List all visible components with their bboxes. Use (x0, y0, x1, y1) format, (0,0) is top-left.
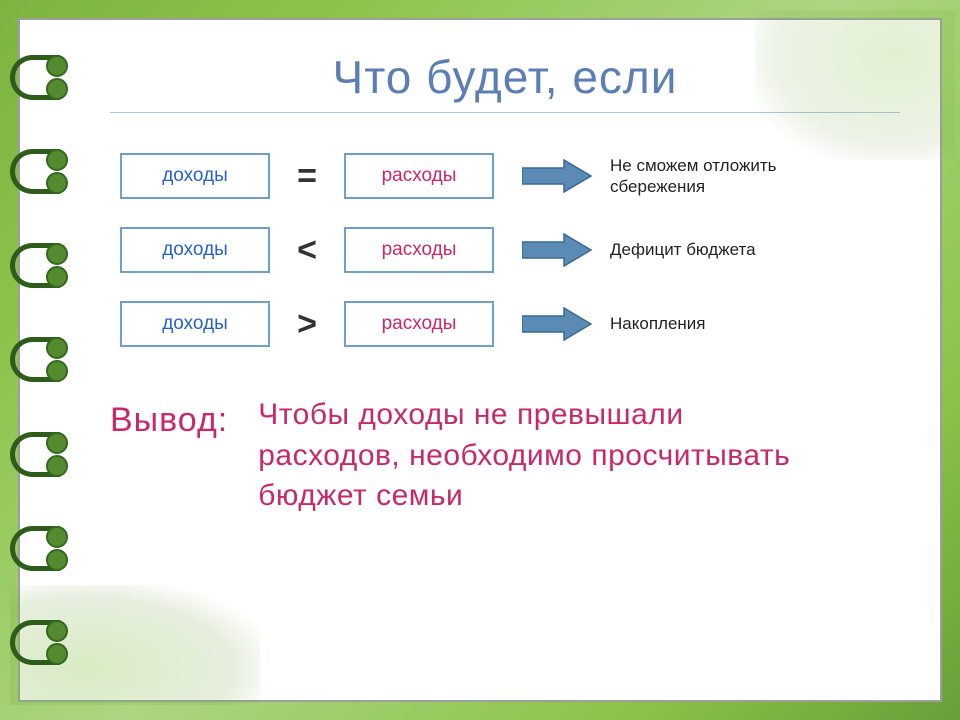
binder-ring (10, 432, 60, 477)
expense-box: расходы (344, 153, 494, 199)
binder-ring (10, 149, 60, 194)
binder-ring (10, 526, 60, 571)
income-box: доходы (120, 301, 270, 347)
slide-content: Что будет, если доходы = расходы Не смож… (18, 18, 942, 702)
income-box: доходы (120, 227, 270, 273)
binder-ring (10, 243, 60, 288)
result-text: Дефицит бюджета (610, 239, 756, 260)
conclusion-text: Чтобы доходы не превышали расходов, необ… (258, 395, 818, 517)
binder-ring (10, 337, 60, 382)
arrow-right-icon (522, 159, 592, 193)
operator-less-than: < (288, 231, 326, 270)
comparison-row: доходы = расходы Не сможем отложить сбер… (120, 153, 900, 199)
operator-equals: = (288, 157, 326, 196)
comparison-row: доходы > расходы Накопления (120, 301, 900, 347)
arrow-right-icon (522, 233, 592, 267)
slide-title: Что будет, если (110, 40, 900, 113)
binder-ring (10, 620, 60, 665)
binder-ring (10, 55, 60, 100)
spiral-binding (10, 30, 65, 690)
result-text: Не сможем отложить сбережения (610, 155, 850, 198)
slide-frame: Что будет, если доходы = расходы Не смож… (0, 0, 960, 720)
conclusion-label: Вывод: (110, 395, 228, 440)
result-text: Накопления (610, 313, 705, 334)
arrow-right-icon (522, 307, 592, 341)
comparison-row: доходы < расходы Дефицит бюджета (120, 227, 900, 273)
operator-greater-than: > (288, 305, 326, 344)
expense-box: расходы (344, 301, 494, 347)
income-box: доходы (120, 153, 270, 199)
comparison-rows: доходы = расходы Не сможем отложить сбер… (110, 153, 900, 347)
conclusion: Вывод: Чтобы доходы не превышали расходо… (110, 395, 900, 517)
expense-box: расходы (344, 227, 494, 273)
